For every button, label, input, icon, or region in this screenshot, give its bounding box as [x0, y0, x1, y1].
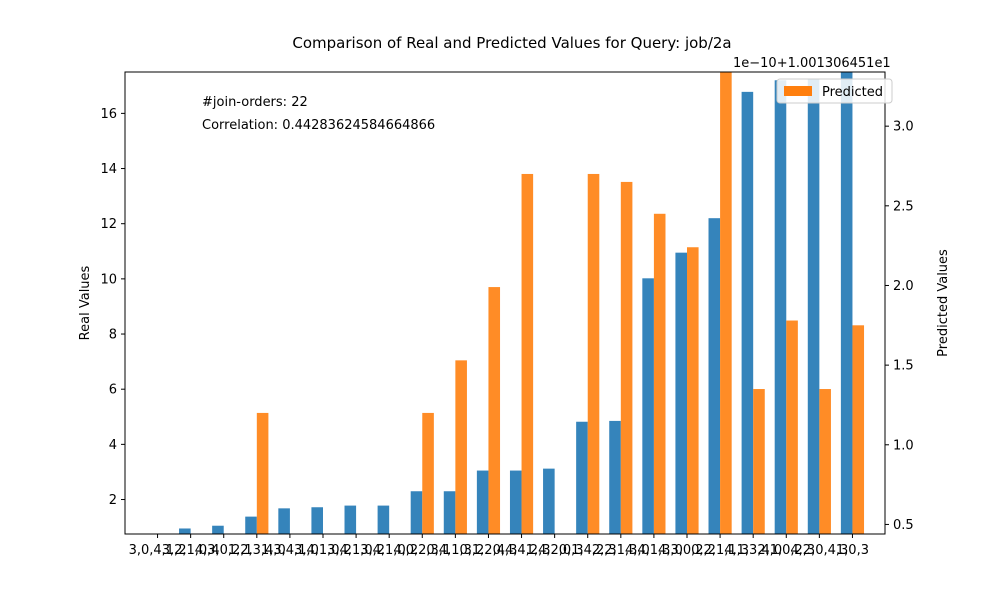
real-bar	[708, 218, 721, 534]
legend: Predicted	[776, 78, 893, 104]
x-tick-label: 4,4,1,3,0	[625, 543, 683, 558]
real-bar	[278, 508, 290, 534]
predicted-bar	[620, 181, 633, 534]
real-bar	[476, 470, 489, 534]
real-bar	[807, 78, 820, 534]
real-bar	[443, 491, 456, 534]
real-bar	[642, 278, 654, 534]
x-tick-label: 3,4,1,0,2	[327, 543, 385, 558]
y-tick-label: 8	[109, 328, 117, 343]
predicted-bar	[653, 213, 666, 534]
real-bar	[741, 91, 754, 534]
x-tick-label: 4,3,0,2,2	[658, 543, 716, 558]
predicted-bar	[687, 247, 699, 534]
x-tick-label: 3,2,1,0,4	[162, 543, 220, 558]
x-tick-label: 0,1,2,4,3	[460, 543, 518, 558]
correlation-annotation: Correlation: 0.44283624584664866	[202, 118, 435, 133]
y-tick-label: 10	[100, 272, 117, 287]
real-bar	[410, 491, 423, 534]
real-bar	[543, 468, 555, 534]
predicted-bar	[819, 389, 831, 534]
x-tick-label: 4,3,0,2,1	[195, 543, 253, 558]
predicted-bar	[422, 412, 434, 534]
x-tick-label: 1,0,3	[836, 543, 869, 558]
predicted-bar	[256, 412, 269, 534]
predicted-bar	[521, 173, 534, 534]
x-tick-label: 0,1,4,2,3	[559, 543, 617, 558]
y-axis-right: 0.5 1.0 1.5 2.0 2.5 3.0	[885, 120, 914, 533]
predicted-bar	[753, 389, 765, 534]
y2-tick-label: 0.5	[893, 518, 914, 533]
y2-tick-label: 2.0	[893, 279, 914, 294]
legend-label-predicted: Predicted	[822, 85, 883, 100]
y-axis-label: Real Values	[78, 265, 93, 340]
predicted-bar	[488, 287, 501, 534]
x-tick-label: 3,4,1,0,2	[294, 543, 352, 558]
x-tick-label: 1,2,3,4,0	[228, 543, 286, 558]
x-axis: 3,0,4,1,23,2,1,0,44,3,0,2,11,2,3,4,01,3,…	[129, 534, 869, 558]
y-tick-label: 6	[109, 383, 117, 398]
real-bar	[212, 525, 224, 534]
x-tick-label: 1,3,4,1,0	[261, 543, 319, 558]
predicted-values-series	[256, 72, 865, 534]
y2-tick-label: 1.0	[893, 438, 914, 453]
real-values-series	[179, 72, 853, 534]
real-bar	[377, 505, 390, 534]
real-bar	[245, 516, 257, 534]
real-bar	[840, 72, 853, 534]
x-tick-label: 4,0,2,3,1	[393, 543, 451, 558]
real-bar	[311, 507, 323, 534]
y-tick-label: 12	[100, 217, 117, 232]
real-bar	[576, 421, 588, 534]
y-tick-label: 4	[109, 438, 117, 453]
real-bar	[509, 470, 522, 534]
y2-axis-label: Predicted Values	[936, 249, 951, 357]
real-bar	[609, 420, 621, 534]
plot-frame	[124, 71, 886, 535]
x-tick-label: 3,4,1,0,2	[360, 543, 418, 558]
chart-title: Comparison of Real and Predicted Values …	[292, 34, 731, 52]
predicted-bar	[720, 72, 732, 534]
real-bar	[675, 252, 687, 534]
legend-swatch-predicted	[784, 86, 812, 96]
predicted-bar	[852, 325, 865, 534]
predicted-bar	[587, 173, 600, 534]
x-tick-label: 2,2,1,3,0	[592, 543, 650, 558]
x-tick-label: 0,4,4,2,3	[493, 543, 551, 558]
y2-offset-label: 1e−10+1.001306451e1	[733, 56, 891, 71]
join-orders-annotation: #join-orders: 22	[202, 95, 308, 110]
x-tick-label: 3,0,4,1,2	[129, 543, 187, 558]
x-tick-label: 4,2,0,4,3	[790, 543, 848, 558]
x-tick-label: 0,2,1,1,3	[691, 543, 749, 558]
y-tick-label: 2	[109, 493, 117, 508]
real-bar	[774, 80, 787, 534]
y2-tick-label: 2.5	[893, 199, 914, 214]
x-tick-label: 0,4,1,3,2	[426, 543, 484, 558]
y-tick-label: 16	[100, 107, 117, 122]
y2-tick-label: 1.5	[893, 359, 914, 374]
real-bar	[344, 505, 357, 534]
predicted-bar	[786, 320, 798, 534]
x-tick-label: 1,4,2,0,3	[526, 543, 584, 558]
predicted-bar	[455, 360, 467, 534]
real-bar	[179, 528, 191, 534]
y-axis-left: 2 4 6 8 10 12 14 16	[100, 107, 125, 508]
y2-tick-label: 3.0	[893, 120, 914, 135]
y-tick-label: 14	[100, 162, 117, 177]
x-tick-label: 4,1,3,4,0	[724, 543, 782, 558]
x-tick-label: 2,1,0,2,3	[757, 543, 815, 558]
legend-box	[776, 78, 893, 104]
